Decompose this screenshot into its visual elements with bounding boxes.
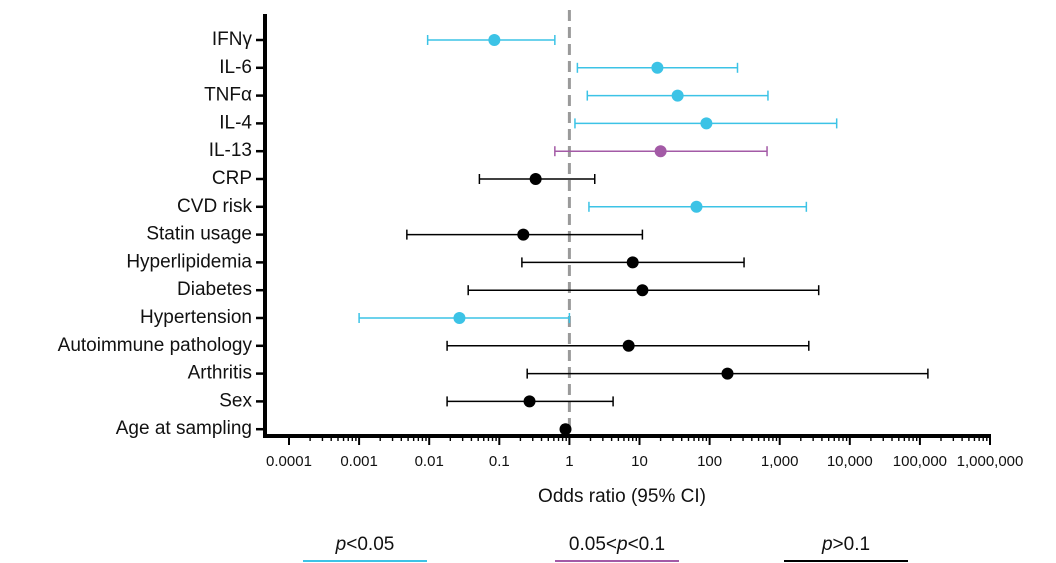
point [517,228,530,241]
x-tick-label: 1 [565,453,573,470]
point [690,200,703,213]
legend-label: p>0.1 [821,534,870,555]
legend: p<0.05 0.05<p<0.1 p>0.1 [303,534,908,562]
x-tick-label: 10 [631,453,648,470]
category-label: Arthritis [188,363,252,384]
point [654,145,667,158]
x-tick-label: 1,000 [761,453,799,470]
x-tick-label: 0.01 [415,453,444,470]
category-label: Hypertension [140,307,252,328]
category-label: Age at sampling [116,418,252,439]
x-tick-label: 0.0001 [266,453,312,470]
x-tick-label: 0.1 [489,453,510,470]
category-label: IL-13 [209,140,252,161]
y-ticks [256,38,265,431]
x-tick-label: 0.001 [340,453,378,470]
category-label: Statin usage [146,224,252,245]
points [453,34,734,436]
point [700,117,713,130]
legend-entry: 0.05<p<0.1 [555,534,679,562]
point [559,423,572,436]
category-label: IFNγ [212,29,253,50]
error-bars [358,35,929,435]
x-tick-label: 1,000,000 [957,453,1024,470]
legend-entry: p>0.1 [784,534,908,562]
point [636,284,649,297]
point [453,312,466,324]
point [622,339,635,352]
category-label: CRP [212,168,252,189]
x-tick-label: 10,000 [827,453,873,470]
category-label: IL-4 [219,112,252,133]
category-labels: IFNγ IL-6 TNFα IL-4 IL-13 CRP CVD risk Statin u… [58,29,253,439]
point [529,173,542,185]
category-label: Sex [219,390,252,411]
legend-label: 0.05<p<0.1 [569,534,665,555]
point [488,34,501,46]
point [721,367,734,380]
x-tick-label: 100,000 [893,453,947,470]
x-tick-label: 100 [697,453,722,470]
category-label: TNFα [204,85,252,106]
x-minor-ticks [309,436,988,441]
category-label: Hyperlipidemia [126,251,252,272]
x-axis-title: Odds ratio (95% CI) [538,486,706,507]
point [651,61,664,74]
legend-label: p<0.05 [335,534,395,555]
point [523,395,536,408]
point [671,89,684,102]
category-label: IL-6 [219,57,252,78]
legend-entry: p<0.05 [303,534,427,562]
point [626,256,639,269]
x-tick-labels: 0.0001 0.001 0.01 0.1 1 10 100 1,000 10,000 100,0… [266,453,1023,470]
x-major-ticks [288,436,991,445]
category-label: Autoimmune pathology [58,335,253,356]
category-label: Diabetes [177,279,252,300]
category-label: CVD risk [177,196,252,217]
